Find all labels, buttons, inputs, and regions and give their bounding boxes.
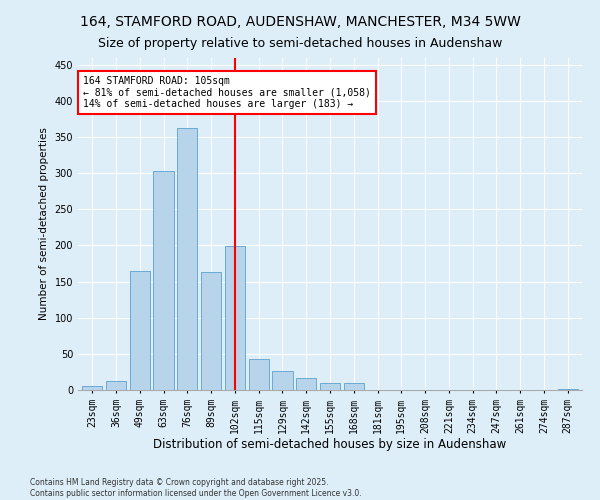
Bar [225, 246, 245, 390]
Text: 164 STAMFORD ROAD: 105sqm
← 81% of semi-detached houses are smaller (1,058)
14% : 164 STAMFORD ROAD: 105sqm ← 81% of semi-… [83, 76, 371, 109]
Bar [201, 272, 221, 390]
Bar [106, 380, 126, 390]
Bar [154, 171, 173, 390]
Bar [557, 388, 578, 390]
Bar [320, 383, 340, 390]
Bar [296, 378, 316, 390]
X-axis label: Distribution of semi-detached houses by size in Audenshaw: Distribution of semi-detached houses by … [154, 438, 506, 452]
Text: 164, STAMFORD ROAD, AUDENSHAW, MANCHESTER, M34 5WW: 164, STAMFORD ROAD, AUDENSHAW, MANCHESTE… [80, 15, 520, 29]
Bar [82, 386, 103, 390]
Bar [344, 384, 364, 390]
Text: Size of property relative to semi-detached houses in Audenshaw: Size of property relative to semi-detach… [98, 38, 502, 51]
Bar [272, 371, 293, 390]
Bar [130, 270, 150, 390]
Text: Contains HM Land Registry data © Crown copyright and database right 2025.
Contai: Contains HM Land Registry data © Crown c… [30, 478, 362, 498]
Y-axis label: Number of semi-detached properties: Number of semi-detached properties [39, 128, 49, 320]
Bar [177, 128, 197, 390]
Bar [248, 359, 269, 390]
